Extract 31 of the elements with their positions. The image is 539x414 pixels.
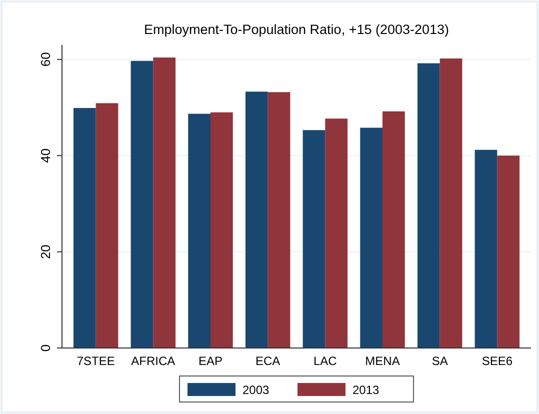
bar [440,58,462,348]
bar [188,114,210,348]
bar [417,63,440,348]
x-tick-label: 7STEE [76,354,115,368]
bar [130,60,154,348]
x-tick-label: LAC [313,354,338,368]
bar [245,92,268,348]
bar [382,111,405,348]
y-tick-label: 40 [38,148,53,163]
x-tick-label: SEE6 [482,354,513,368]
bar [302,130,326,348]
x-tick-label: AFRICA [131,354,176,368]
x-tick-label: MENA [365,354,400,368]
x-tick-label: EAP [198,354,223,368]
chart-title: Employment-To-Population Ratio, +15 (2003-2013) [144,22,450,37]
y-tick-label: 20 [38,244,53,260]
bar [96,103,118,348]
y-tick-label: 60 [38,52,53,67]
bar [360,128,383,348]
bar [210,112,233,348]
legend-label: 2003 [242,383,270,397]
x-tick-label: SA [432,354,448,368]
bar [268,92,290,348]
y-tick-label: 0 [38,344,53,352]
x-tick-label: ECA [255,354,280,368]
bar [153,58,176,348]
bar [325,118,348,348]
legend-label: 2013 [352,383,380,397]
bar [497,156,520,348]
bar [73,108,96,348]
bar [474,150,498,348]
